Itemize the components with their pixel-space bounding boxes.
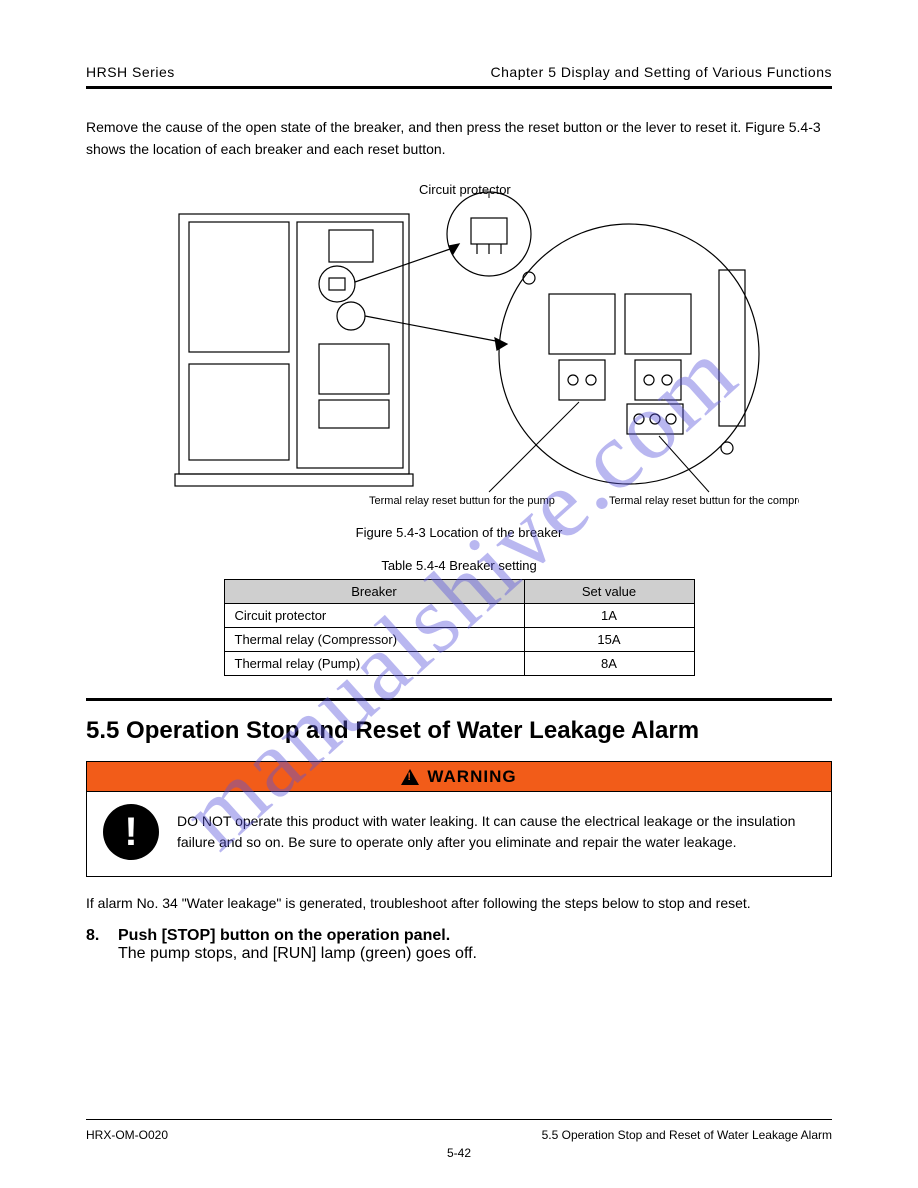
footer-page-number: 5-42 — [0, 1146, 918, 1160]
header-series: HRSH Series — [86, 64, 175, 80]
figure-caption: Figure 5.4-3 Location of the breaker — [86, 525, 832, 540]
page-footer: HRX-OM-O020 5.5 Operation Stop and Reset… — [86, 1119, 832, 1142]
footer-right: 5.5 Operation Stop and Reset of Water Le… — [542, 1128, 832, 1142]
warning-triangle-icon — [401, 769, 419, 785]
step-head: Push [STOP] button on the operation pane… — [118, 927, 477, 945]
table-row: Thermal relay (Compressor) 15A — [224, 628, 694, 652]
warning-banner: WARNING — [87, 762, 831, 792]
section-rule — [86, 698, 832, 701]
th-breaker: Breaker — [224, 580, 524, 604]
label-circuit-protector: Circuit protector — [419, 182, 511, 197]
step-number: 8. — [86, 927, 108, 963]
warning-label: WARNING — [427, 767, 516, 787]
table-row: Circuit protector 1A — [224, 604, 694, 628]
exclamation-icon: ! — [103, 804, 159, 860]
label-compressor-relay: Termal relay reset buttun for the compre… — [609, 495, 799, 507]
warning-text: DO NOT operate this product with water l… — [177, 811, 815, 854]
table-caption: Table 5.4-4 Breaker setting — [86, 558, 832, 573]
label-pump-relay: Termal relay reset buttun for the pump — [369, 495, 555, 507]
th-setvalue: Set value — [524, 580, 694, 604]
footer-left: HRX-OM-O020 — [86, 1128, 168, 1142]
after-warning-text: If alarm No. 34 "Water leakage" is gener… — [86, 893, 832, 915]
intro-paragraph: Remove the cause of the open state of th… — [86, 117, 832, 160]
breaker-spec-table: Breaker Set value Circuit protector 1A T… — [224, 579, 695, 676]
step-tail: The pump stops, and [RUN] lamp (green) g… — [118, 945, 477, 963]
header-rule — [86, 86, 832, 89]
table-row: Thermal relay (Pump) 8A — [224, 652, 694, 676]
header-chapter: Chapter 5 Display and Setting of Various… — [491, 64, 832, 80]
breaker-diagram-svg: Circuit protector — [119, 174, 799, 514]
step-8: 8. Push [STOP] button on the operation p… — [86, 927, 832, 963]
section-title: 5.5 Operation Stop and Reset of Water Le… — [86, 717, 832, 745]
warning-box: WARNING ! DO NOT operate this product wi… — [86, 761, 832, 877]
figure-breaker-location: Circuit protector — [86, 174, 832, 519]
